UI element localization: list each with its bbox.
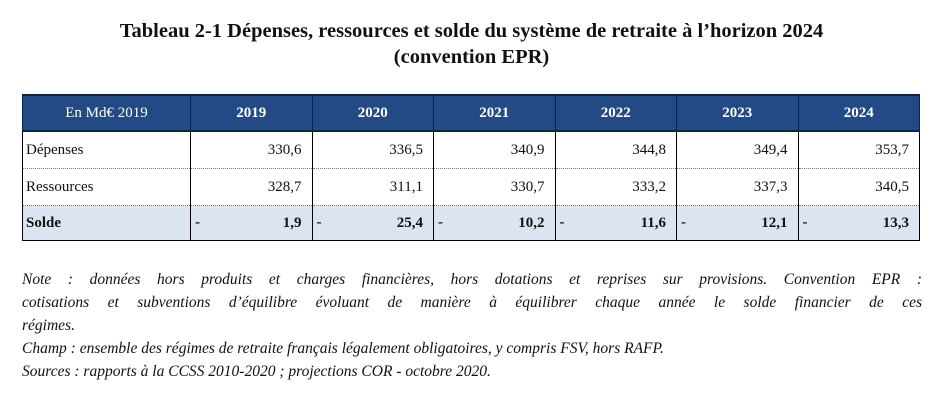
row-label: Dépenses [22,131,191,169]
row-label: Solde [22,205,191,241]
note-line-1: Note : données hors produits et charges … [22,271,922,288]
cell-value: 349,4 [676,131,799,169]
negative-sign: - [802,214,808,231]
cell-value: - 10,2 [433,205,556,241]
sources-line: Sources : rapports à la CCSS 2010-2020 ;… [22,363,491,380]
cell-amount: 13,3 [882,214,909,231]
retirement-table: En Md€ 2019 2019 2020 2021 2022 2023 202… [22,94,920,241]
row-solde: Solde -1,9 -25,4 -10,2 -11,6 -12,1 -13,3 [22,205,920,241]
table-title: Tableau 2-1 Dépenses, ressources et sold… [0,18,943,70]
cell-amount: 10,2 [518,214,545,231]
header-year: 2021 [433,94,556,132]
row-label: Ressources [22,168,191,206]
cell-value: 330,7 [433,168,556,206]
title-line-1: Tableau 2-1 Dépenses, ressources et sold… [119,20,824,42]
cell-value: - 13,3 [797,205,920,241]
cell-value: - 12,1 [676,205,799,241]
cell-amount: 11,6 [640,214,666,231]
cell-value: 340,9 [433,131,556,169]
negative-sign: - [195,214,200,231]
cell-amount: 1,9 [282,214,302,231]
note-line-3: régimes. [22,317,75,334]
cell-value: 337,3 [676,168,799,206]
header-year: 2023 [676,94,799,132]
champ-line: Champ : ensemble des régimes de retraite… [22,340,664,357]
header-row: En Md€ 2019 2019 2020 2021 2022 2023 202… [22,94,920,132]
cell-value: - 25,4 [311,205,434,241]
cell-amount: 12,1 [761,214,788,231]
cell-value: - 11,6 [554,205,677,241]
row-depenses: Dépenses 330,6 336,5 340,9 344,8 349,4 3… [22,131,920,169]
header-year: 2024 [797,94,920,132]
negative-sign: - [559,214,565,231]
note-line-2: cotisations et subventions d’équilibre é… [22,294,922,311]
cell-value: 344,8 [554,131,677,169]
title-line-2: (convention EPR) [393,46,550,68]
cell-value: - 1,9 [190,205,313,241]
cell-amount: 25,4 [396,214,423,231]
cell-value: 353,7 [797,131,920,169]
negative-sign: - [316,214,322,231]
header-year: 2019 [190,94,313,132]
header-year: 2022 [554,94,677,132]
table-notes: Note : données hors produits et charges … [22,268,922,383]
header-unit: En Md€ 2019 [22,94,191,132]
cell-value: 333,2 [554,168,677,206]
negative-sign: - [438,214,443,231]
cell-value: 328,7 [190,168,313,206]
negative-sign: - [681,214,686,231]
row-ressources: Ressources 328,7 311,1 330,7 333,2 337,3… [22,168,920,206]
cell-value: 311,1 [311,168,434,206]
header-year: 2020 [311,94,434,132]
cell-value: 336,5 [311,131,434,169]
cell-value: 330,6 [190,131,313,169]
cell-value: 340,5 [797,168,920,206]
